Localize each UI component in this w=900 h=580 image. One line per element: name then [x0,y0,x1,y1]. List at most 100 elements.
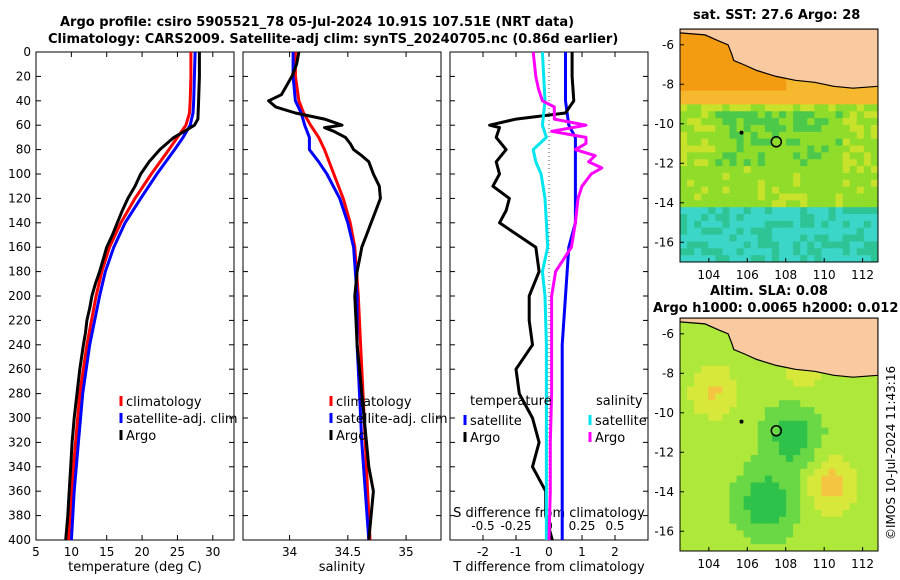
map-sla-cell [757,413,766,422]
map-sla-cell [870,400,878,408]
map-sla-cell [856,482,865,490]
diff-legend-sal-satellite-label: satellite [595,414,647,429]
map-sla-cell [793,475,801,484]
map-sla-cell [729,372,738,381]
map-sst-cell [793,179,801,188]
map-sst-cell [722,56,731,64]
map-sla-cell [722,386,731,394]
map-sla-cell [786,434,794,442]
map-sla-cell [722,509,731,518]
map-sla-cell [764,496,773,504]
map-sla-cell [800,434,808,442]
map-sst-cell [779,227,787,236]
map-sla-cell [807,393,815,401]
map-sla-field [680,318,878,551]
map-sla-cell [793,441,801,449]
map-sst-cell [715,207,724,215]
map-sst-cell [800,152,808,160]
map-sst-cell [736,70,745,78]
map-sla-cell [828,468,837,477]
diff-line-temperature-satellite [560,52,577,540]
map-sla-cell [694,413,702,422]
map-sla-cell [842,379,851,388]
map-sst-cell [849,145,858,153]
map-sst-cell [736,97,745,105]
map-sst-cell [743,220,752,229]
map-sst-cell [757,124,766,133]
map-sla-cell [694,331,702,340]
map-sla-cell [863,482,872,490]
temp-xlabel: temperature (deg C) [68,560,202,575]
map-sst-cell [694,255,702,262]
map-sst-cell [701,234,709,243]
map-sst-cell [701,56,709,64]
map-sst-frame [679,28,879,263]
map-sst-cell [849,124,858,133]
map-sst-cell [828,124,837,133]
map-sst-cell [842,90,851,99]
map-sla-cell [771,468,780,477]
map-sla-cell [722,441,731,449]
map-sst-cell [715,214,724,222]
temp-ytick-label: 20 [16,69,31,83]
map-sla-cell [842,413,851,422]
map-sst-cell [849,97,858,105]
map-sla-cell [856,489,865,497]
map-sla-cell [856,468,865,477]
temp-line-climatology [67,52,193,541]
map-sla-cell [849,496,858,504]
map-sst-cell [786,111,794,119]
map-sst-cell [743,97,752,105]
map-sla-cell [757,523,766,532]
map-sla-cell [729,455,738,463]
map-sst-cell [694,172,702,181]
map-sla-cell [729,407,738,415]
map-sla-cell [849,413,858,422]
map-sst-cell [680,49,688,58]
map-sst-cell [807,118,815,126]
map-sla-cell [849,441,858,449]
map-sla-cell [743,461,752,470]
map-sst-cell [771,97,780,105]
map-sla-cell [835,393,844,401]
map-sla-cell [793,427,801,436]
map-sst-cell [870,83,878,92]
map-sst-cell [814,83,823,92]
map-sla-cell [743,365,752,374]
temp-xtick-label: 10 [64,545,79,559]
map-sst-cell [821,166,830,174]
map-sla-cell [835,427,844,436]
diff-line-salinity-satellite [531,51,550,540]
map-sla-cell [680,345,688,353]
map-sla-cell [680,475,688,484]
map-sst-cell [793,241,801,249]
map-sla-cell [722,413,731,422]
map-sla-cell [863,441,872,449]
map-sla-cell [715,359,724,367]
map-sla-cell [722,475,731,484]
map-sst-cell [849,172,858,181]
map-sst-cell [750,248,759,256]
temp-xtick-label: 30 [205,545,220,559]
map-sst-cell [807,138,815,147]
map-sla-cell [814,523,823,532]
map-sst-cell [828,97,837,105]
map-sla-cell [750,359,759,367]
map-sla-cell [701,400,709,408]
map-sst-cell [842,179,851,188]
map-sst-cell [842,207,851,215]
map-sst-cell [835,138,844,147]
map-sla-cell [715,420,724,429]
map-sst-cell [715,145,724,153]
map-sst-cell [828,152,837,160]
map-sla-cell [849,448,858,456]
map-sla-cell [729,475,738,484]
map-sst-cell [750,193,759,201]
map-sst-cell [849,159,858,167]
map-sla-cell [870,455,878,463]
temp-xtick-label: 5 [32,545,40,559]
temp-ytick-label: 340 [8,460,31,474]
map-sst-ytick-label: -6 [662,38,674,52]
map-sla-cell [687,434,695,442]
map-sst-cell [708,76,716,85]
